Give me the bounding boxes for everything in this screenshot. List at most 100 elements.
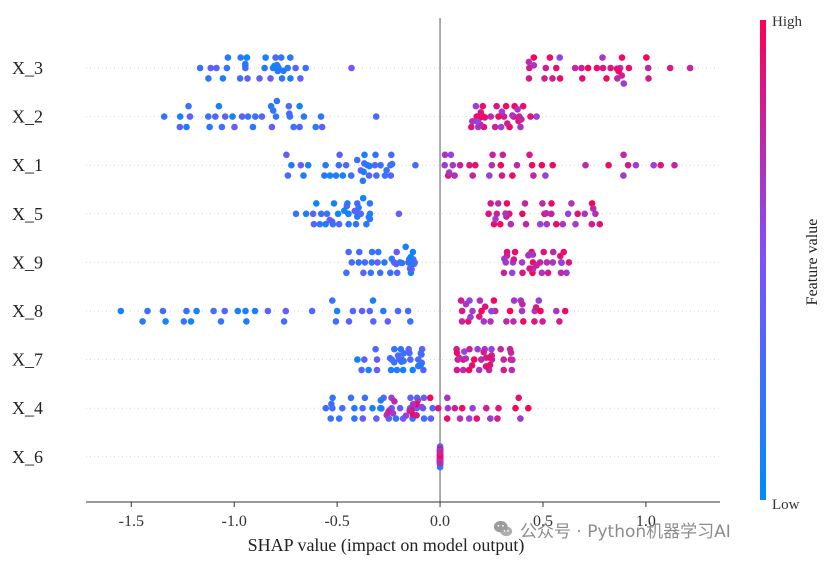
shap-point xyxy=(632,161,640,169)
shap-point xyxy=(366,200,374,207)
shap-point xyxy=(441,151,449,159)
shap-point xyxy=(429,404,436,412)
shap-point xyxy=(300,113,308,120)
shap-point xyxy=(363,220,370,228)
shap-point xyxy=(210,307,217,315)
shap-point xyxy=(457,297,465,304)
shap-point xyxy=(406,407,414,415)
shap-point xyxy=(459,366,467,374)
shap-point xyxy=(384,318,392,325)
shap-point xyxy=(249,123,257,131)
shap-point xyxy=(510,318,517,325)
shap-point xyxy=(498,172,506,179)
shap-point xyxy=(322,161,329,169)
shap-point xyxy=(549,259,557,266)
shap-point xyxy=(486,354,493,361)
shap-point xyxy=(499,151,507,159)
shap-point xyxy=(217,318,225,325)
shap-point xyxy=(388,255,396,263)
shap-point xyxy=(361,394,369,402)
shap-point xyxy=(487,200,495,207)
shap-point xyxy=(359,177,367,185)
shap-point xyxy=(393,269,401,277)
shap-point xyxy=(335,220,343,228)
shap-point xyxy=(345,318,353,325)
x-tick-label: -1.5 xyxy=(119,513,144,530)
shap-point xyxy=(521,200,529,207)
shap-point xyxy=(308,307,316,315)
shap-point xyxy=(486,172,493,179)
shap-point xyxy=(557,252,564,260)
shap-point xyxy=(542,172,549,179)
shap-point xyxy=(387,269,394,277)
shap-point xyxy=(493,210,501,218)
shap-point xyxy=(542,210,550,217)
shap-point xyxy=(333,307,341,315)
shap-point xyxy=(620,80,628,87)
shap-point xyxy=(251,307,259,315)
shap-point xyxy=(553,220,560,228)
feature-label-x-6: X_6 xyxy=(12,447,43,467)
shap-point xyxy=(357,210,365,218)
shap-point xyxy=(196,64,204,72)
shap-point xyxy=(412,161,419,169)
shap-point xyxy=(671,161,678,169)
shap-point xyxy=(538,269,546,277)
shap-point xyxy=(343,269,350,277)
shap-point xyxy=(458,318,466,325)
shap-point xyxy=(553,307,560,315)
shap-point xyxy=(540,248,547,256)
shap-point xyxy=(488,307,495,315)
shap-point xyxy=(479,102,487,110)
shap-point xyxy=(407,260,415,267)
shap-point xyxy=(451,172,458,179)
shap-point xyxy=(503,200,511,207)
shap-point xyxy=(504,120,511,127)
shap-point xyxy=(625,64,633,72)
shap-point xyxy=(267,75,274,82)
shap-point xyxy=(144,307,151,315)
shap-point xyxy=(495,404,502,412)
shap-point xyxy=(468,123,475,131)
shap-point xyxy=(290,123,297,131)
shap-point xyxy=(388,151,395,159)
shap-point xyxy=(368,248,376,256)
shap-point xyxy=(400,350,408,357)
shap-point xyxy=(487,113,495,120)
shap-point xyxy=(219,75,227,82)
shap-point xyxy=(490,220,498,228)
shap-point xyxy=(453,349,461,357)
shap-point xyxy=(436,459,444,467)
shap-point xyxy=(509,356,516,364)
shap-point xyxy=(381,172,389,179)
shap-point xyxy=(395,210,403,218)
shap-point xyxy=(500,366,508,374)
shap-point xyxy=(360,168,368,176)
shap-point xyxy=(449,161,457,169)
shap-point xyxy=(224,54,232,61)
shap-point xyxy=(280,318,288,325)
shap-point xyxy=(186,113,194,120)
shap-point xyxy=(376,269,384,277)
shap-point xyxy=(351,404,358,412)
shap-point xyxy=(286,110,293,117)
shap-point xyxy=(465,415,473,422)
shap-point xyxy=(466,345,473,353)
shap-point xyxy=(229,113,236,120)
shap-point xyxy=(458,404,466,412)
shap-point xyxy=(351,415,358,422)
feature-label-x-7: X_7 xyxy=(12,350,43,370)
shap-point xyxy=(221,113,229,120)
shap-point xyxy=(391,398,398,405)
shap-point xyxy=(413,412,420,419)
shap-point xyxy=(605,161,612,169)
shap-point xyxy=(377,161,384,169)
shap-point xyxy=(371,161,379,169)
shap-point xyxy=(603,75,610,82)
shap-point xyxy=(561,307,569,315)
shap-point xyxy=(207,64,214,72)
shap-point xyxy=(296,102,303,110)
shap-point xyxy=(493,102,500,110)
shap-point xyxy=(418,403,426,411)
shap-point xyxy=(644,64,652,72)
